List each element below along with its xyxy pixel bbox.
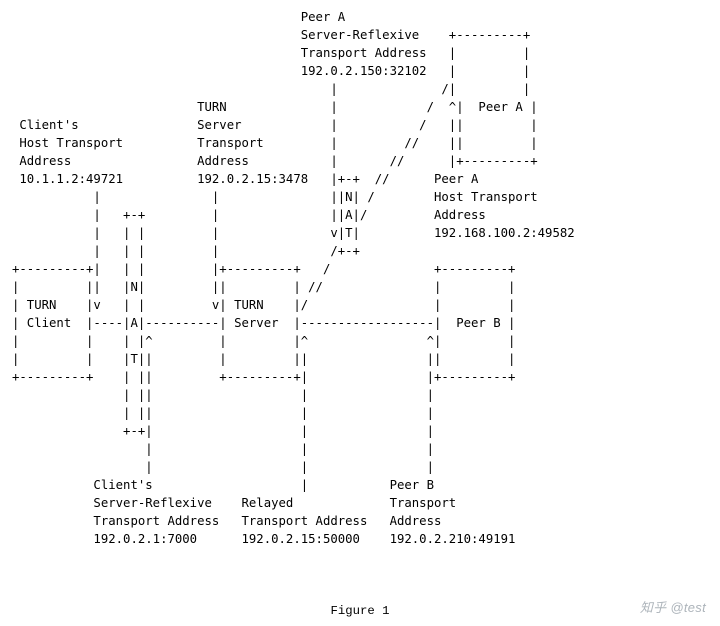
ascii-diagram: Peer A Server-Reflexive +---------+ Tran… — [12, 8, 575, 548]
figure-canvas: Peer A Server-Reflexive +---------+ Tran… — [0, 0, 720, 626]
figure-caption: Figure 1 — [0, 604, 720, 618]
watermark: 知乎 @test — [640, 597, 706, 616]
